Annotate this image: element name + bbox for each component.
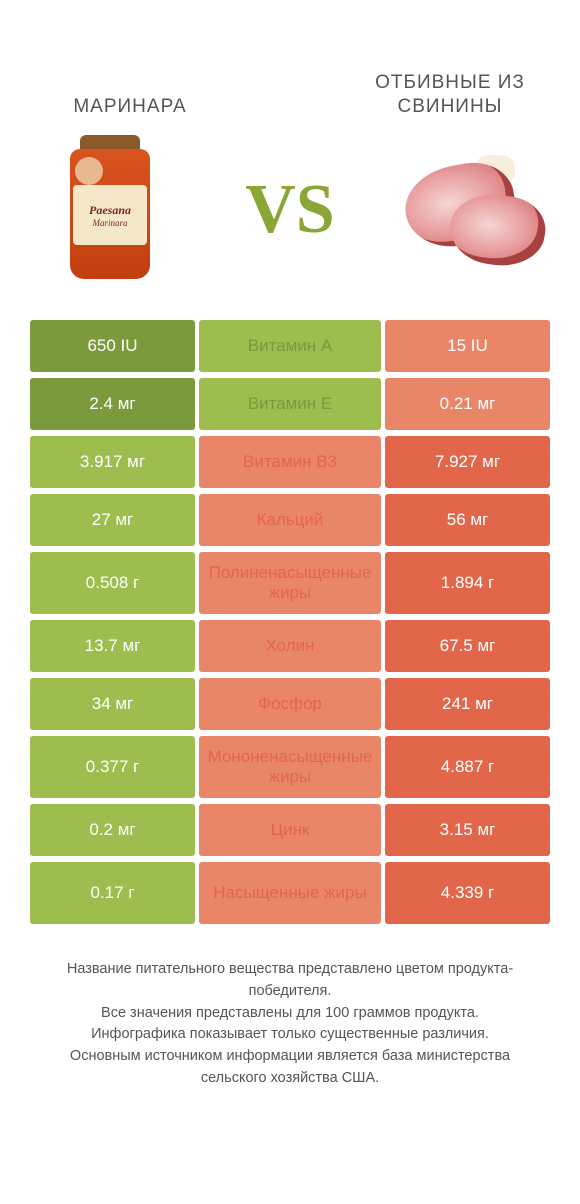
right-value-cell: 0.21 мг: [385, 378, 550, 430]
left-value-cell: 0.377 г: [30, 736, 195, 798]
nutrient-label-cell: Витамин B3: [199, 436, 381, 488]
left-value-cell: 2.4 мг: [30, 378, 195, 430]
nutrient-label-cell: Кальций: [199, 494, 381, 546]
jar-brand: Paesana: [89, 203, 131, 218]
comparison-row: 0.2 мгЦинк3.15 мг: [30, 804, 550, 856]
jar-product: Marinara: [92, 218, 127, 228]
right-value-cell: 3.15 мг: [385, 804, 550, 856]
comparison-row: 650 IUВитамин A15 IU: [30, 320, 550, 372]
nutrient-label-cell: Цинк: [199, 804, 381, 856]
comparison-row: 13.7 мгХолин67.5 мг: [30, 620, 550, 672]
left-value-cell: 27 мг: [30, 494, 195, 546]
right-value-cell: 1.894 г: [385, 552, 550, 614]
left-value-cell: 650 IU: [30, 320, 195, 372]
right-product-title: ОТБИВНЫЕ ИЗ СВИНИНЫ: [350, 71, 550, 120]
right-value-cell: 4.339 г: [385, 862, 550, 924]
comparison-row: 3.917 мгВитамин B37.927 мг: [30, 436, 550, 488]
vs-label: VS: [245, 170, 334, 250]
left-value-cell: 34 мг: [30, 678, 195, 730]
marinara-jar-icon: Paesana Marinara: [65, 135, 155, 285]
nutrient-label-cell: Насыщенные жиры: [199, 862, 381, 924]
left-value-cell: 0.508 г: [30, 552, 195, 614]
left-product-image: Paesana Marinara: [30, 130, 190, 290]
footer-line: Основным источником информации является …: [40, 1046, 540, 1090]
comparison-table: 650 IUВитамин A15 IU 2.4 мгВитамин E0.21 …: [30, 320, 550, 924]
right-value-cell: 7.927 мг: [385, 436, 550, 488]
comparison-row: 0.508 гПолиненасыщенные жиры1.894 г: [30, 552, 550, 614]
left-value-cell: 13.7 мг: [30, 620, 195, 672]
nutrient-label-cell: Мононенасыщенные жиры: [199, 736, 381, 798]
left-product-title: МАРИНАРА: [30, 95, 230, 120]
footer-notes: Название питательного вещества представл…: [30, 959, 550, 1090]
comparison-row: 2.4 мгВитамин E0.21 мг: [30, 378, 550, 430]
comparison-row: 0.17 гНасыщенные жиры4.339 г: [30, 862, 550, 924]
right-value-cell: 15 IU: [385, 320, 550, 372]
nutrient-label-cell: Холин: [199, 620, 381, 672]
right-value-cell: 241 мг: [385, 678, 550, 730]
nutrient-label-cell: Полиненасыщенные жиры: [199, 552, 381, 614]
left-value-cell: 0.2 мг: [30, 804, 195, 856]
footer-line: Название питательного вещества представл…: [40, 959, 540, 1003]
right-value-cell: 56 мг: [385, 494, 550, 546]
nutrient-label-cell: Витамин A: [199, 320, 381, 372]
image-row: Paesana Marinara VS: [30, 130, 550, 290]
right-value-cell: 4.887 г: [385, 736, 550, 798]
left-value-cell: 0.17 г: [30, 862, 195, 924]
right-product-image: [390, 130, 550, 290]
pork-chops-icon: [395, 155, 545, 265]
footer-line: Все значения представлены для 100 граммо…: [40, 1003, 540, 1025]
left-value-cell: 3.917 мг: [30, 436, 195, 488]
nutrient-label-cell: Витамин E: [199, 378, 381, 430]
footer-line: Инфографика показывает только существенн…: [40, 1024, 540, 1046]
nutrient-label-cell: Фосфор: [199, 678, 381, 730]
infographic-container: МАРИНАРА ОТБИВНЫЕ ИЗ СВИНИНЫ Paesana Mar…: [0, 0, 580, 1090]
comparison-row: 27 мгКальций56 мг: [30, 494, 550, 546]
title-row: МАРИНАРА ОТБИВНЫЕ ИЗ СВИНИНЫ: [30, 20, 550, 120]
comparison-row: 34 мгФосфор241 мг: [30, 678, 550, 730]
right-value-cell: 67.5 мг: [385, 620, 550, 672]
comparison-row: 0.377 гМононенасыщенные жиры4.887 г: [30, 736, 550, 798]
